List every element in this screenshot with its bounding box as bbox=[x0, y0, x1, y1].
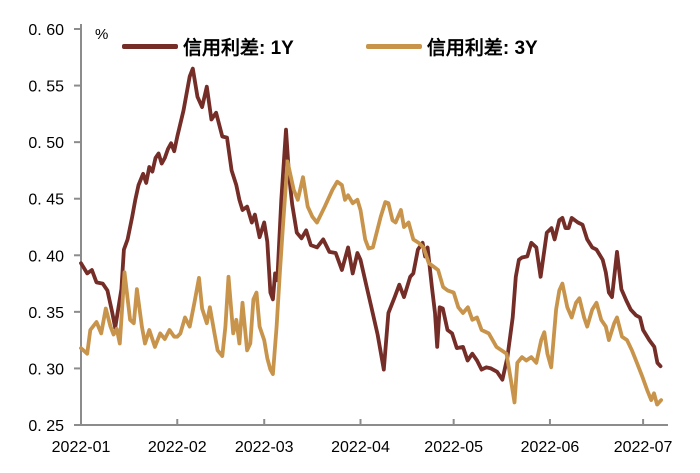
chart-legend: 信用利差: 1Y 信用利差: 3Y bbox=[122, 33, 538, 60]
legend-line-swatch-1y bbox=[122, 44, 178, 49]
series-line-3y bbox=[79, 159, 663, 407]
y-tick-label: 0. 35 bbox=[28, 305, 64, 322]
x-tick-label: 2022-02 bbox=[148, 439, 207, 456]
y-tick-label: 0. 25 bbox=[28, 418, 64, 435]
x-tick-label: 2022-07 bbox=[614, 439, 673, 456]
x-tick-label: 2022-04 bbox=[331, 439, 390, 456]
x-tick-label: 2022-01 bbox=[52, 439, 111, 456]
y-tick-label: 0. 60 bbox=[28, 22, 64, 39]
legend-label-1y: 信用利差: 1Y bbox=[183, 38, 294, 59]
y-tick-label: 0. 55 bbox=[28, 79, 64, 96]
x-tick-label: 2022-06 bbox=[521, 439, 580, 456]
legend-item-1y: 信用利差: 1Y bbox=[122, 33, 294, 60]
y-axis-unit-label: % bbox=[95, 26, 109, 43]
x-tick-label: 2022-05 bbox=[424, 439, 483, 456]
y-tick-label: 0. 45 bbox=[28, 192, 64, 209]
series-line-1y bbox=[79, 66, 663, 382]
legend-line-swatch-3y bbox=[365, 44, 422, 49]
legend-label-3y: 信用利差: 3Y bbox=[426, 38, 538, 59]
x-tick-label: 2022-03 bbox=[235, 439, 294, 456]
y-tick-label: 0. 30 bbox=[28, 361, 64, 378]
y-tick-label: 0. 40 bbox=[28, 248, 64, 265]
legend-item-3y: 信用利差: 3Y bbox=[365, 33, 538, 60]
y-tick-label: 0. 50 bbox=[28, 135, 64, 152]
